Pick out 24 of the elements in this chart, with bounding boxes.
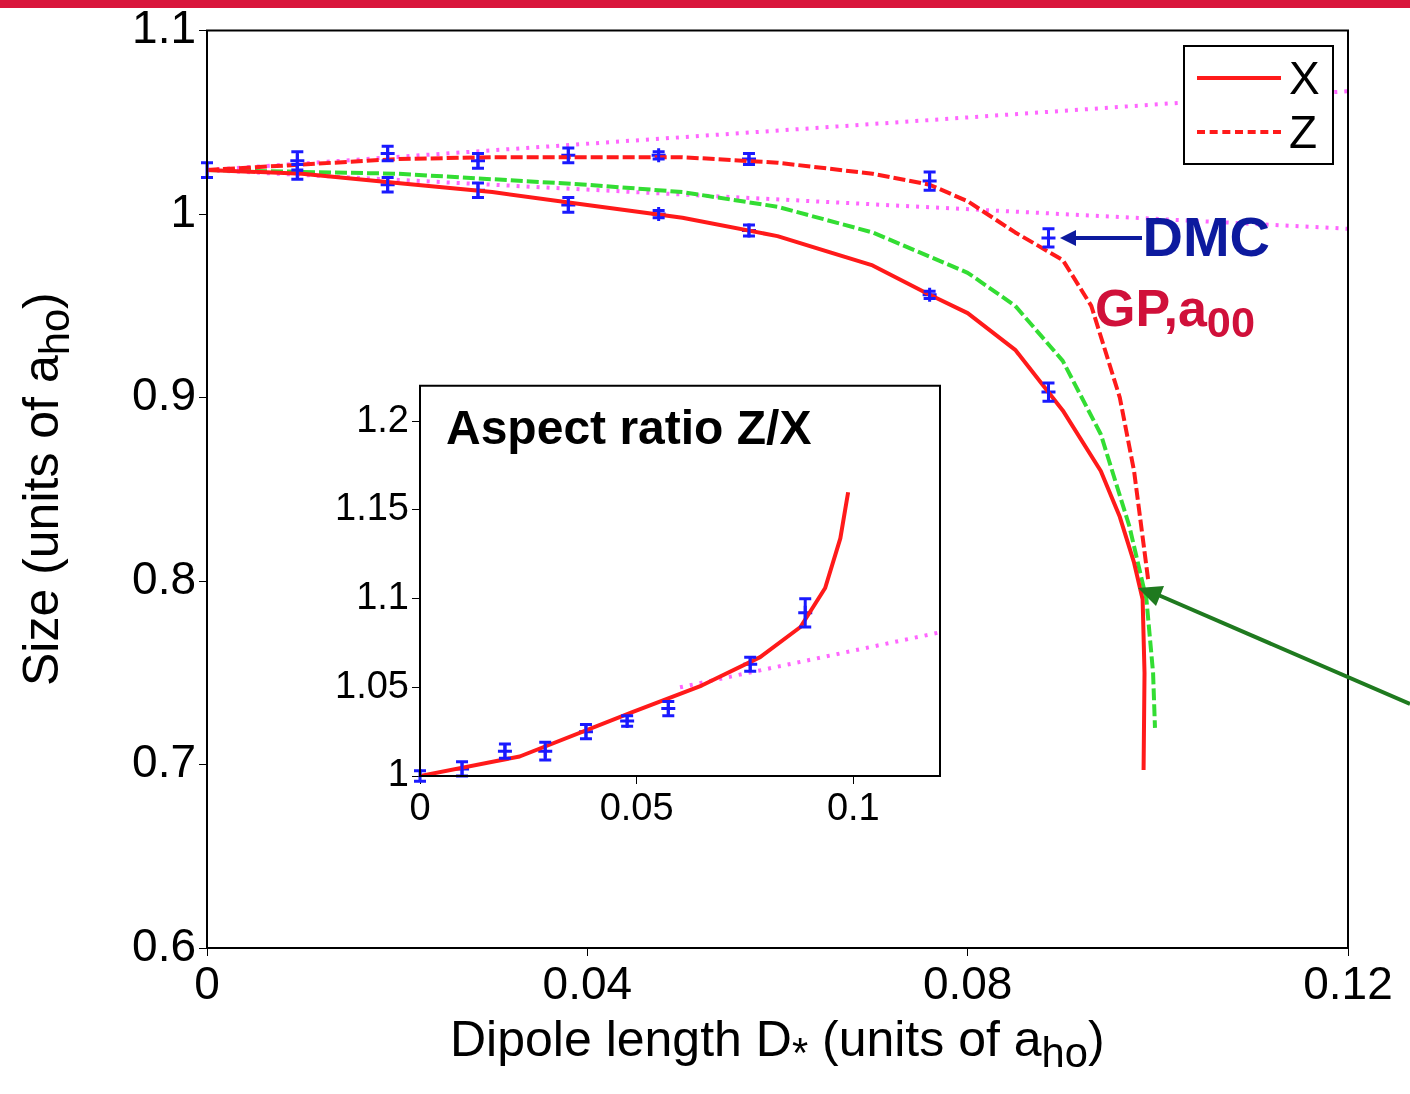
y-tick-label: 1.2 (356, 397, 409, 440)
annotation: DMC (1142, 203, 1271, 269)
y-tick-label: 0.6 (132, 918, 196, 971)
x-tick-label: 0.1 (826, 786, 880, 829)
legend-label: Z (1289, 104, 1318, 159)
y-tick-label: 0.9 (132, 368, 196, 421)
y-tick-label: 0.7 (132, 735, 196, 788)
y-tick-label: 1.05 (335, 663, 409, 706)
x-axis-title: Dipole length D$_{*}$ (units of a$_{ho}$) (450, 1010, 1105, 1077)
x-tick-label: 0.12 (1303, 957, 1393, 1010)
x-tick-label: 0 (409, 786, 431, 829)
chart-title: Aspect ratio Z/X (446, 399, 812, 455)
y-tick-label: 1 (170, 184, 196, 237)
x-tick-label: 0 (194, 957, 220, 1010)
legend-label: X (1289, 50, 1320, 105)
y-tick-label: 1 (387, 752, 409, 795)
x-tick-label: 0.08 (922, 957, 1013, 1010)
x-tick-label: 0.04 (542, 957, 633, 1010)
y-tick-label: 1.1 (132, 1, 196, 54)
y-tick-label: 0.8 (132, 551, 196, 604)
y-tick-label: 1.1 (356, 575, 409, 618)
annotation: GP,a$_{00}$ (1095, 278, 1255, 348)
y-tick-label: 1.15 (335, 486, 409, 529)
x-tick-label: 0.05 (599, 786, 674, 829)
